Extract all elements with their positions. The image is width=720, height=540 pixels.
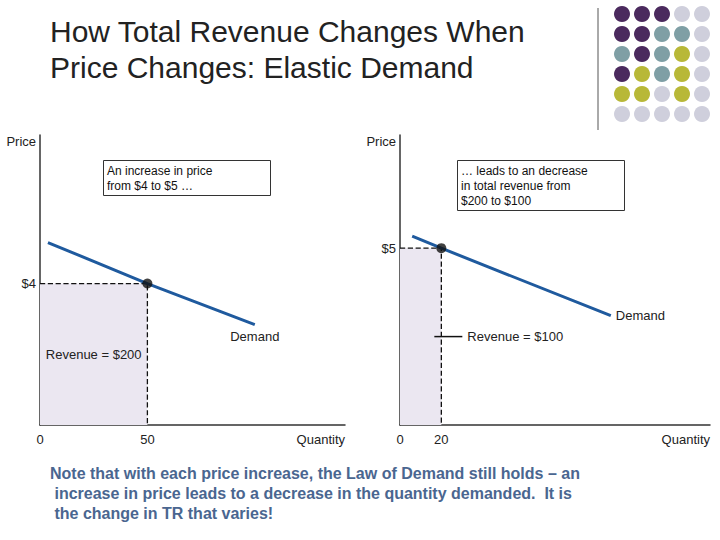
svg-text:$200 to $100: $200 to $100 <box>461 194 531 208</box>
svg-text:in total revenue from: in total revenue from <box>461 179 574 193</box>
svg-text:20: 20 <box>434 432 448 447</box>
svg-text:Quantity: Quantity <box>662 432 711 447</box>
svg-text:50: 50 <box>140 432 154 447</box>
svg-text:Price Changes: Elastic Demand: Price Changes: Elastic Demand <box>50 51 474 84</box>
svg-text:0: 0 <box>36 432 43 447</box>
svg-text:Revenue = $200: Revenue = $200 <box>46 347 142 362</box>
svg-text:… leads to an decrease: … leads to an decrease <box>461 164 591 178</box>
svg-text:Demand: Demand <box>230 329 279 344</box>
svg-text:Revenue = $100: Revenue = $100 <box>467 329 563 344</box>
svg-text:Price: Price <box>6 134 36 149</box>
svg-text:How Total Revenue Changes When: How Total Revenue Changes When <box>50 15 533 48</box>
svg-text:$4: $4 <box>22 276 36 291</box>
svg-text:the change in TR that varies!: the change in TR that varies! <box>50 505 273 522</box>
svg-text:Quantity: Quantity <box>297 432 346 447</box>
svg-text:Demand: Demand <box>616 308 665 323</box>
svg-text:from $4 to $5 …: from $4 to $5 … <box>107 179 193 193</box>
svg-text:$5: $5 <box>382 241 396 256</box>
svg-text:increase in price leads to a d: increase in price leads to a decrease in… <box>50 485 572 502</box>
svg-text:Note that with each price incr: Note that with each price increase, the … <box>50 465 580 482</box>
svg-text:0: 0 <box>396 432 403 447</box>
svg-text:An increase in price: An increase in price <box>107 164 216 178</box>
svg-text:Price: Price <box>366 134 396 149</box>
